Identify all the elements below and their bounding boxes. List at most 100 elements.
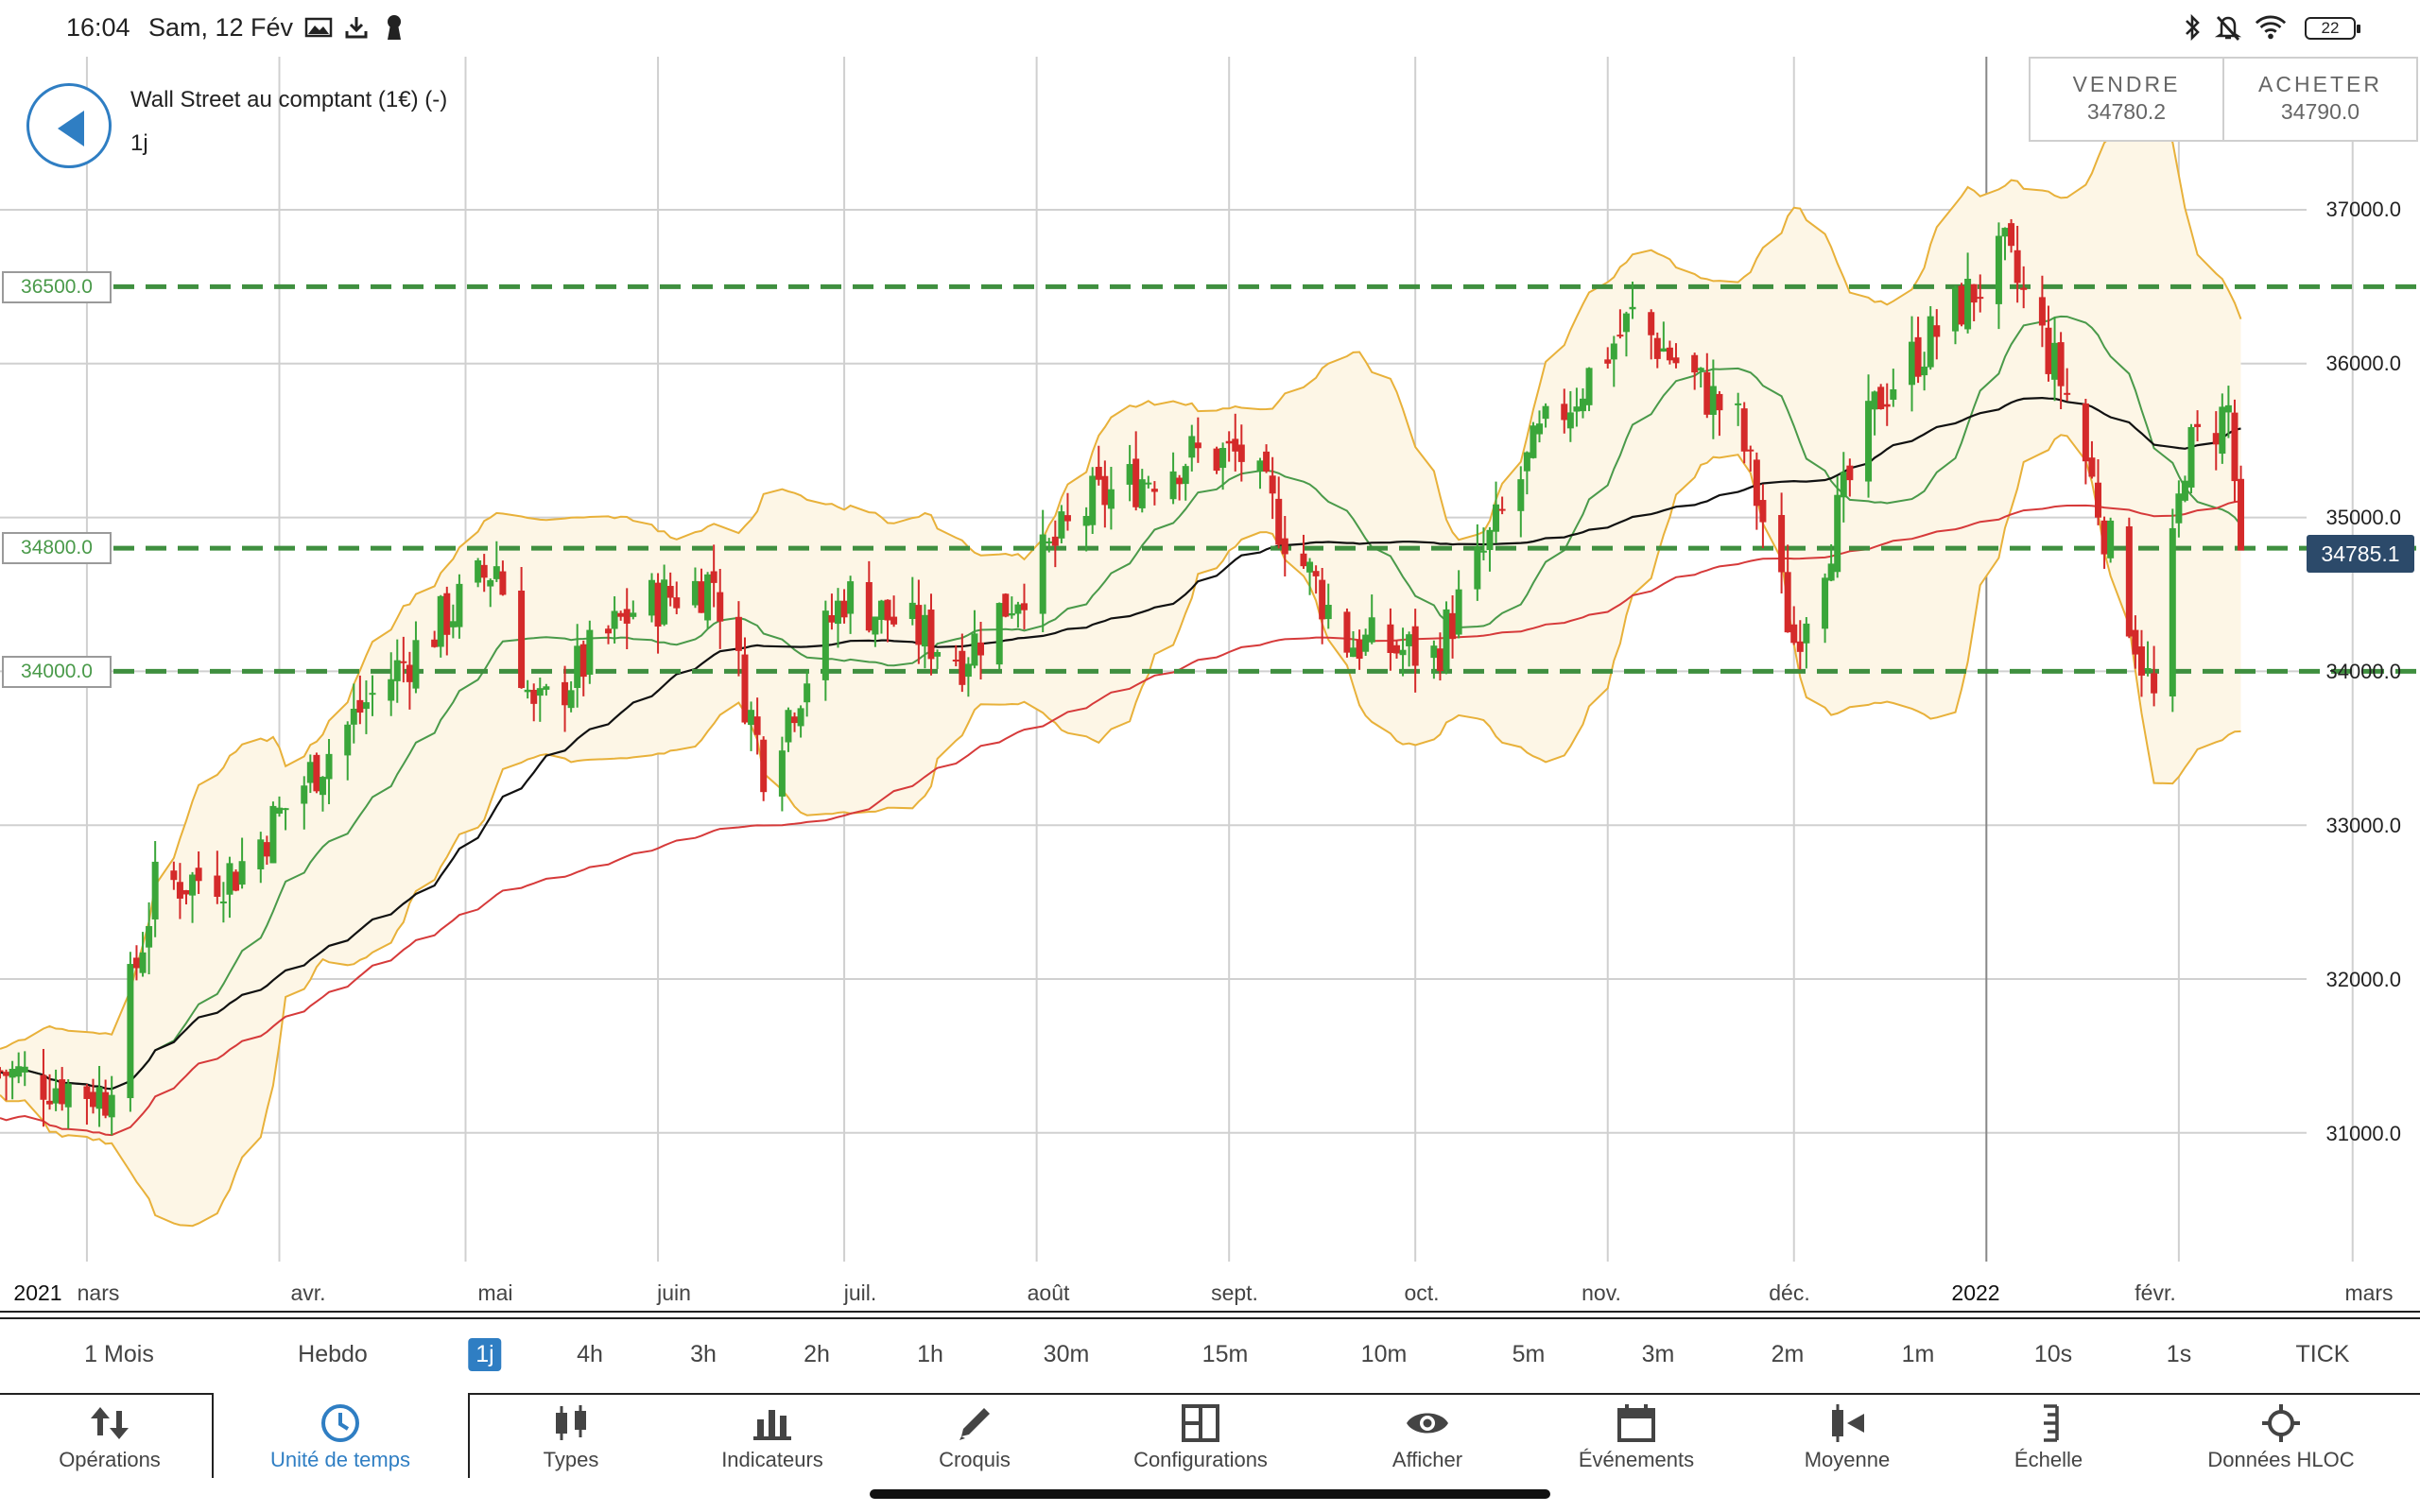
toolbar-display[interactable]: Afficher bbox=[1323, 1402, 1531, 1472]
candle-body bbox=[1411, 626, 1419, 666]
candle-body bbox=[15, 1066, 23, 1077]
candle-body bbox=[1530, 425, 1537, 458]
candle-body bbox=[1648, 312, 1655, 335]
candle bbox=[804, 670, 811, 717]
candle bbox=[1256, 457, 1264, 490]
up-down-arrows-icon bbox=[6, 1402, 214, 1444]
timeframe-hebdo[interactable]: Hebdo bbox=[298, 1341, 368, 1367]
toolbar-average[interactable]: Moyenne bbox=[1743, 1402, 1951, 1472]
bollinger-bands bbox=[0, 106, 2242, 1228]
candle-body bbox=[1629, 306, 1636, 310]
candle bbox=[741, 637, 749, 725]
candle-body bbox=[1579, 398, 1586, 412]
candle-body bbox=[977, 642, 985, 656]
timeframe-15m[interactable]: 15m bbox=[1201, 1341, 1249, 1367]
candle-body bbox=[1958, 285, 1965, 325]
candle-body bbox=[623, 609, 631, 624]
candle-body bbox=[1977, 297, 1984, 300]
buy-button[interactable]: ACHETER 34790.0 bbox=[2222, 59, 2416, 140]
candle-body bbox=[1479, 550, 1487, 553]
candle-body bbox=[1356, 639, 1363, 660]
candle-body bbox=[1132, 458, 1140, 507]
timeframe-2m[interactable]: 2m bbox=[1771, 1341, 1805, 1367]
candle bbox=[487, 578, 494, 608]
candle-body bbox=[2231, 412, 2238, 482]
timeframe-2h[interactable]: 2h bbox=[804, 1341, 830, 1367]
toolbar-configurations[interactable]: Configurations bbox=[1097, 1402, 1305, 1472]
candle-body bbox=[102, 1091, 110, 1116]
timeframe-1j[interactable]: 1j bbox=[468, 1338, 502, 1371]
candle-body bbox=[170, 870, 178, 881]
toolbar-sketch[interactable]: Croquis bbox=[871, 1402, 1079, 1472]
candle-body bbox=[804, 683, 811, 703]
timeframe-1h[interactable]: 1h bbox=[917, 1341, 943, 1367]
candle-body bbox=[821, 610, 829, 680]
candle-body bbox=[356, 699, 364, 713]
toolbar-label: Configurations bbox=[1133, 1448, 1268, 1471]
candle bbox=[1566, 390, 1574, 442]
candle bbox=[717, 568, 724, 649]
candle-body bbox=[791, 716, 799, 724]
timeframe-1s[interactable]: 1s bbox=[2166, 1341, 2192, 1367]
candle-body bbox=[52, 1088, 60, 1104]
back-button[interactable] bbox=[26, 83, 112, 168]
toolbar-scale[interactable]: Échelle bbox=[1945, 1402, 2152, 1472]
timeframe-10s[interactable]: 10s bbox=[2033, 1341, 2073, 1367]
timeframe-1m[interactable]: 1m bbox=[1901, 1341, 1935, 1367]
candle bbox=[995, 602, 1003, 670]
candle bbox=[1740, 402, 1748, 464]
x-tick-label: mai bbox=[477, 1280, 513, 1305]
candle bbox=[1660, 321, 1668, 352]
candle-body bbox=[1834, 494, 1841, 573]
bollinger-upper bbox=[0, 106, 2242, 1050]
candle bbox=[499, 560, 507, 596]
timeframe-tick[interactable]: TICK bbox=[2295, 1341, 2350, 1367]
toolbar-label: Moyenne bbox=[1804, 1448, 1891, 1471]
price-chart[interactable] bbox=[0, 57, 2420, 1317]
candle bbox=[1169, 452, 1177, 505]
candle-body bbox=[1150, 489, 1158, 492]
candle bbox=[2132, 615, 2139, 669]
candle bbox=[1604, 347, 1612, 369]
toolbar-timeframe[interactable]: Unité de temps bbox=[236, 1402, 444, 1472]
candle-body bbox=[1827, 563, 1835, 581]
level-label[interactable]: 36500.0 bbox=[2, 271, 112, 303]
candle bbox=[1213, 446, 1220, 474]
sell-button[interactable]: VENDRE 34780.2 bbox=[2031, 59, 2222, 140]
level-label[interactable]: 34800.0 bbox=[2, 532, 112, 564]
timeframe-4h[interactable]: 4h bbox=[577, 1341, 603, 1367]
timeframe-3m[interactable]: 3m bbox=[1641, 1341, 1675, 1367]
toolbar-indicators[interactable]: Indicateurs bbox=[668, 1402, 876, 1472]
level-label[interactable]: 34000.0 bbox=[2, 656, 112, 688]
toolbar-hloc-data[interactable]: Données HLOC bbox=[2177, 1402, 2385, 1472]
candle bbox=[9, 1060, 16, 1100]
y-tick-label: 34000.0 bbox=[2325, 660, 2401, 683]
pencil-icon bbox=[871, 1402, 1079, 1444]
candle bbox=[1536, 410, 1544, 443]
candle bbox=[449, 604, 457, 639]
candle-body bbox=[543, 686, 550, 690]
candle bbox=[1132, 431, 1140, 511]
candle-body bbox=[449, 621, 457, 627]
timeframe-10m[interactable]: 10m bbox=[1360, 1341, 1408, 1367]
timeframe-30m[interactable]: 30m bbox=[1043, 1341, 1090, 1367]
toolbar-events[interactable]: Événements bbox=[1532, 1402, 1740, 1472]
candle bbox=[1542, 403, 1549, 428]
toolbar-types[interactable]: Types bbox=[467, 1402, 675, 1472]
candle bbox=[1530, 421, 1537, 459]
candle-body bbox=[2181, 480, 2188, 501]
candle-body bbox=[2137, 646, 2145, 676]
candle bbox=[406, 651, 413, 710]
timeframe-3h[interactable]: 3h bbox=[690, 1341, 717, 1367]
candle-body bbox=[1995, 235, 2002, 304]
candle bbox=[2238, 465, 2245, 551]
candle bbox=[1964, 252, 1972, 334]
download-icon bbox=[340, 11, 372, 43]
battery-level: 22 bbox=[2321, 19, 2340, 37]
toolbar-operations[interactable]: Opérations bbox=[6, 1402, 214, 1472]
candle-body bbox=[1436, 648, 1443, 672]
candle bbox=[698, 568, 705, 613]
candle bbox=[518, 567, 526, 689]
timeframe-1-mois[interactable]: 1 Mois bbox=[84, 1341, 154, 1367]
timeframe-5m[interactable]: 5m bbox=[1512, 1341, 1546, 1367]
